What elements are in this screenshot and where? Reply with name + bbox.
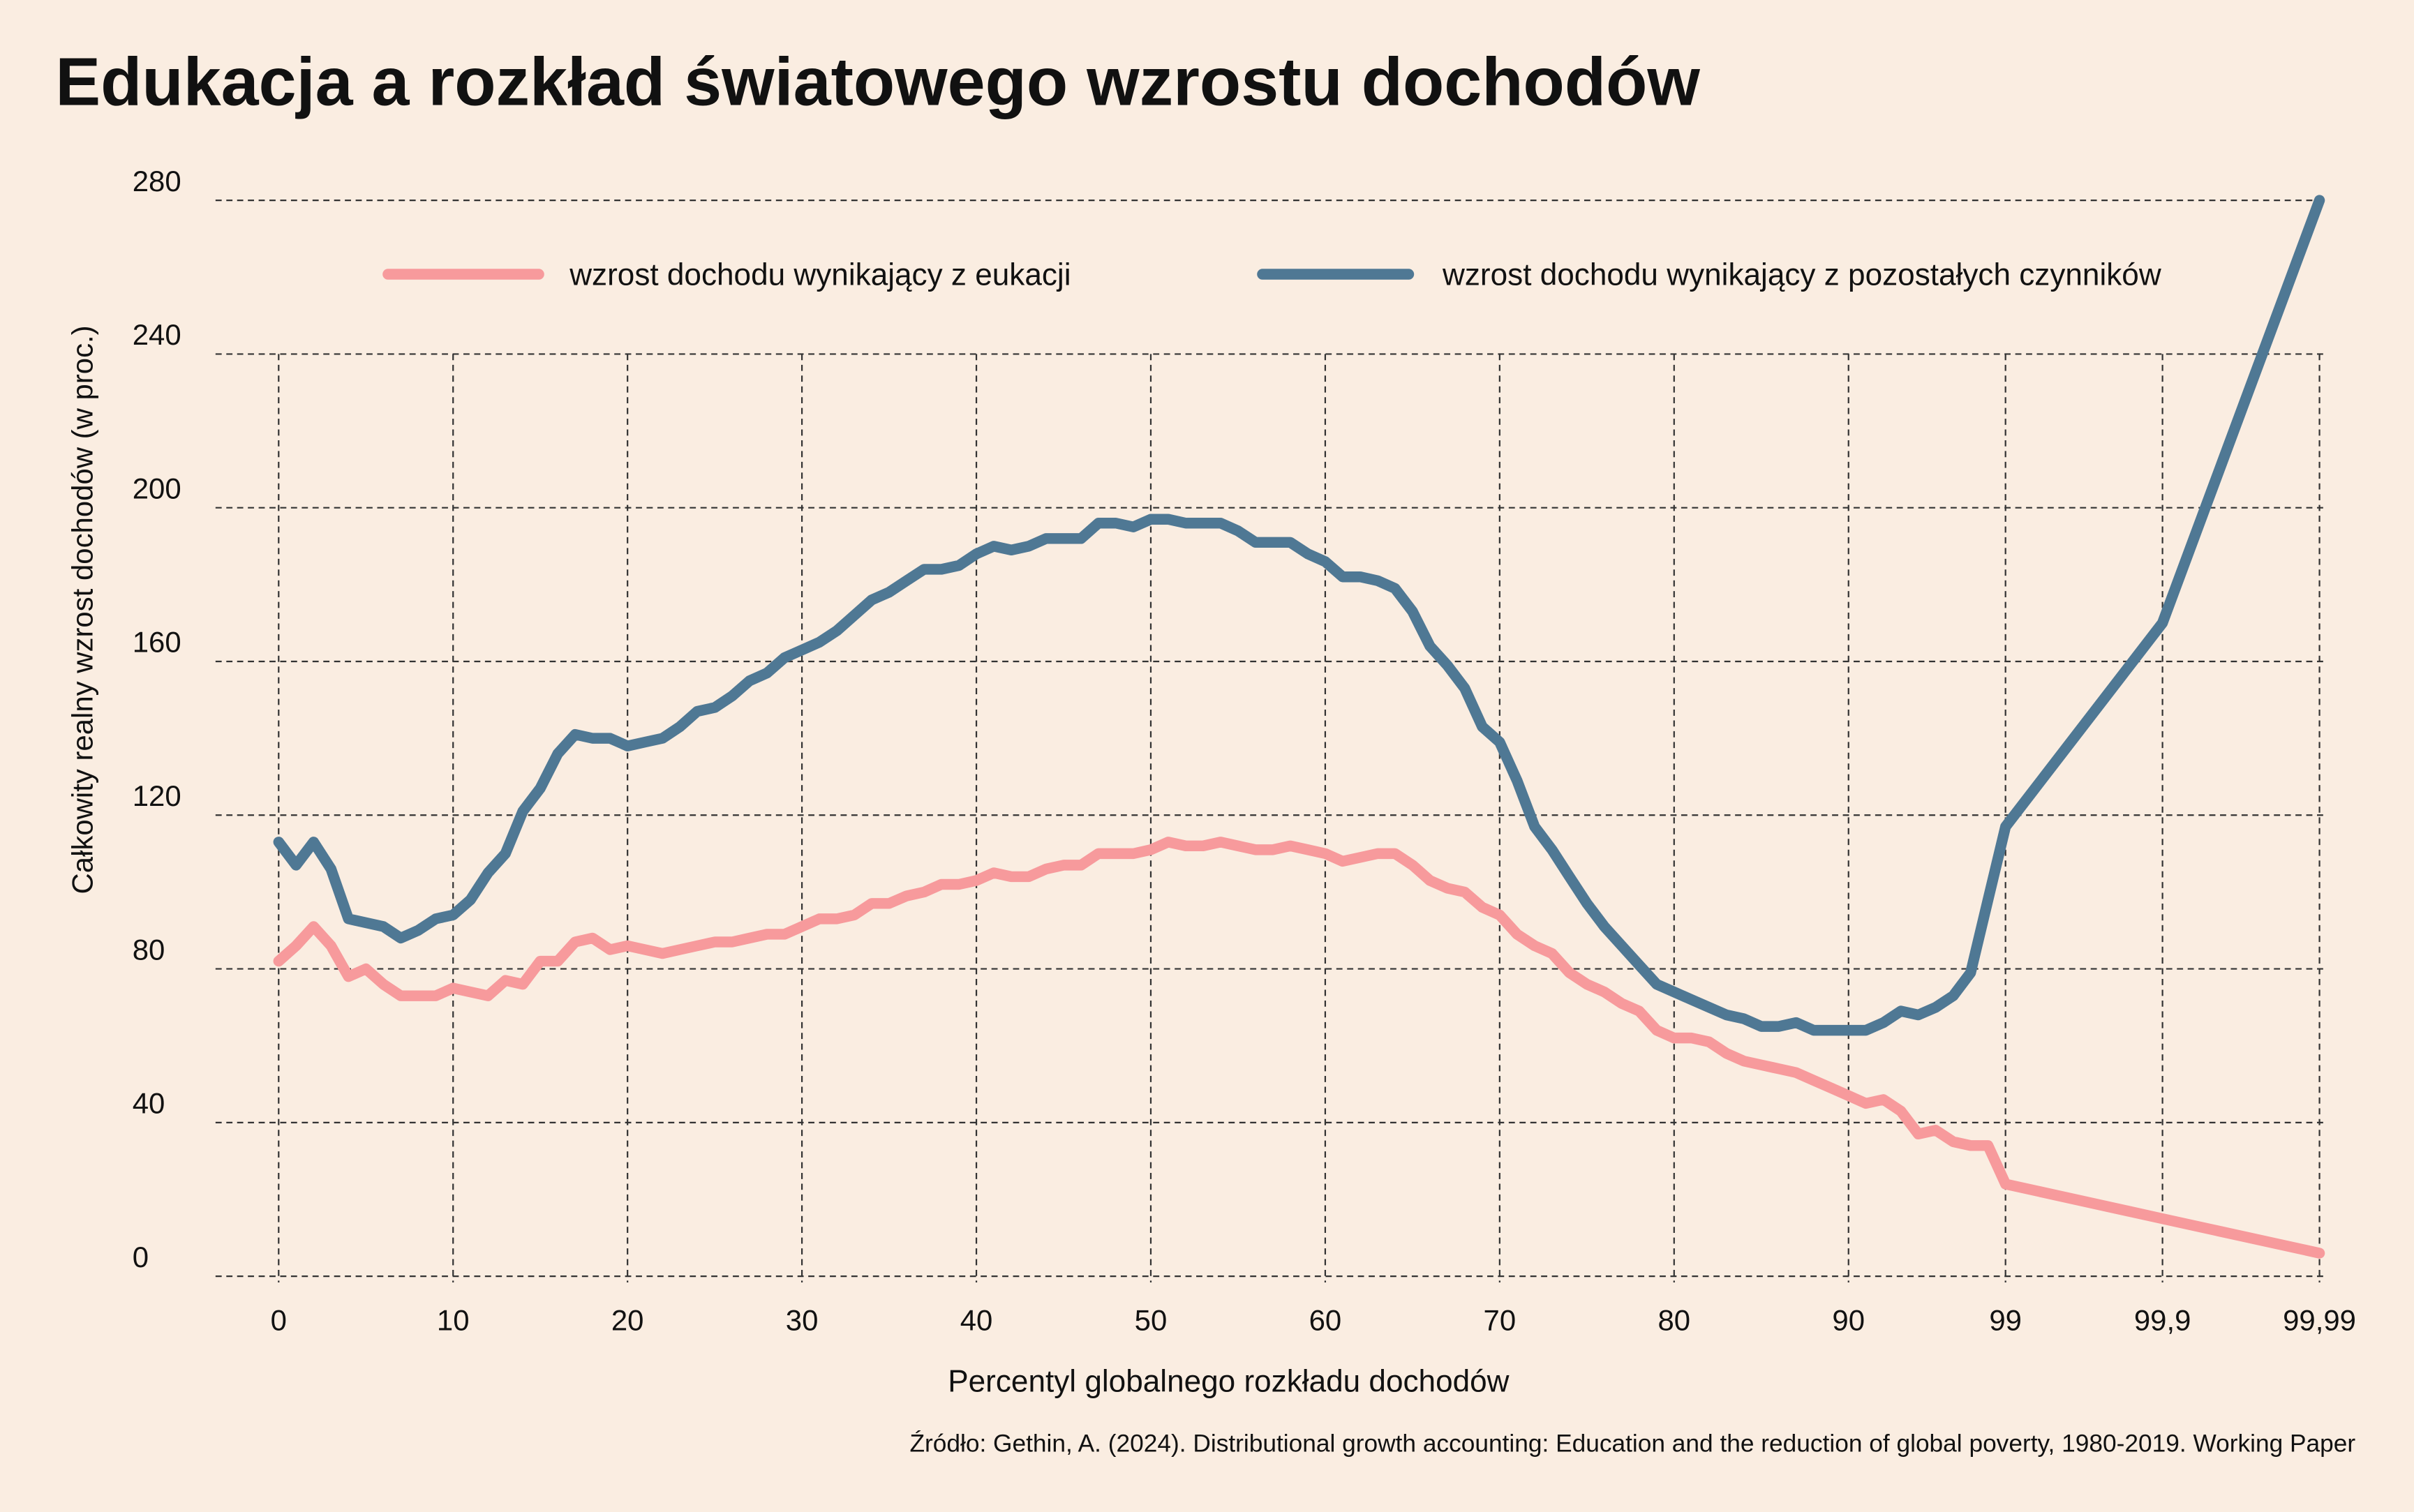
x-tick-label: 90 bbox=[1832, 1303, 1865, 1336]
y-tick-label: 0 bbox=[133, 1241, 149, 1273]
x-tick-label: 99,99 bbox=[2283, 1303, 2356, 1336]
y-tick-label: 40 bbox=[133, 1087, 165, 1120]
series-line bbox=[273, 837, 2325, 1259]
legend-label: wzrost dochodu wynikający z eukacji bbox=[569, 257, 1071, 292]
x-tick-label: 20 bbox=[611, 1303, 644, 1336]
x-tick-label: 50 bbox=[1135, 1303, 1168, 1336]
x-tick-label: 70 bbox=[1484, 1303, 1517, 1336]
x-tick-label: 0 bbox=[271, 1303, 287, 1336]
x-tick-label: 10 bbox=[437, 1303, 470, 1336]
chart-title: Edukacja a rozkład światowego wzrostu do… bbox=[55, 43, 1700, 119]
y-tick-label: 280 bbox=[133, 165, 181, 197]
source: Źródło: Gethin, A. (2024). Distributiona… bbox=[909, 1430, 2355, 1458]
y-tick-label: 160 bbox=[133, 626, 181, 659]
y-tick-label: 80 bbox=[133, 933, 165, 966]
y-axis-title: Całkowity realny wzrost dochodów (w proc… bbox=[66, 325, 98, 894]
x-tick-label: 80 bbox=[1657, 1303, 1690, 1336]
x-tick-label: 30 bbox=[786, 1303, 819, 1336]
y-tick-label: 240 bbox=[133, 318, 181, 351]
x-axis-title: Percentyl globalnego rozkładu dochodów bbox=[948, 1365, 1509, 1399]
x-tick-label: 40 bbox=[960, 1303, 993, 1336]
y-tick-label: 200 bbox=[133, 472, 181, 504]
y-tick-label: 120 bbox=[133, 779, 181, 812]
legend-label: wzrost dochodu wynikający z pozostałych … bbox=[1442, 257, 2161, 292]
x-tick-label: 99,9 bbox=[2134, 1303, 2191, 1336]
x-tick-label: 60 bbox=[1309, 1303, 1342, 1336]
series-line bbox=[273, 195, 2325, 1036]
x-tick-label: 99 bbox=[1989, 1303, 2022, 1336]
